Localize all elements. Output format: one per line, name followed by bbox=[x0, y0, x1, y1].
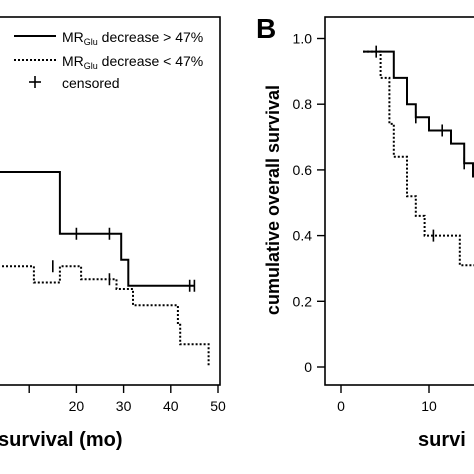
legend-entry-1: MRGlu decrease > 47% bbox=[62, 29, 203, 47]
panel-a-series bbox=[0, 171, 210, 367]
panel-a-x-tick-label-50: 50 bbox=[210, 398, 226, 414]
panel-b-label: B bbox=[256, 13, 276, 44]
panel-b-x-tick-label-10: 10 bbox=[421, 398, 437, 414]
panel-b-y-tick-label-4: 0.8 bbox=[293, 96, 313, 112]
panel-b-frame bbox=[324, 16, 474, 386]
panel-a-x-tick-label-20: 20 bbox=[69, 398, 85, 414]
panel-a-x-tick-label-40: 40 bbox=[163, 398, 179, 414]
panel-b-y-tick-label-3: 0.6 bbox=[293, 162, 313, 178]
panel-b-x-axis-label: survi bbox=[418, 429, 466, 451]
panel-a-x-tick-label-30: 30 bbox=[116, 398, 132, 414]
legend-entry-2: MRGlu decrease < 47% bbox=[62, 53, 203, 71]
legend: MRGlu decrease > 47% MRGlu decrease < 47… bbox=[14, 29, 203, 91]
panel-b-series-1-line bbox=[363, 50, 474, 178]
legend-entry-3: censored bbox=[62, 75, 120, 91]
panel-a-frame bbox=[0, 16, 221, 386]
panel-b-y-tick-label-2: 0.4 bbox=[293, 228, 313, 244]
panel-a-x-ticks: 20 30 40 50 bbox=[28, 385, 226, 414]
legend-censor-mark bbox=[29, 76, 41, 88]
panel-b-x-tick-label-0: 0 bbox=[337, 398, 345, 414]
panel-a-x-axis-label: survival (mo) bbox=[0, 429, 122, 451]
panel-b-y-tick-label-1: 0.2 bbox=[293, 293, 313, 309]
panel-b-series-2-line bbox=[363, 50, 474, 267]
panel-b-y-tick-label-0: 0 bbox=[304, 359, 312, 375]
panel-b-ticks: 00.20.40.60.81.001020 bbox=[293, 31, 437, 415]
panel-a-series-1-line bbox=[0, 171, 195, 287]
panel-b-series bbox=[363, 45, 474, 267]
panel-a-series-2-line bbox=[0, 265, 210, 367]
panel-b-y-tick-label-5: 1.0 bbox=[293, 31, 313, 47]
panel-b-y-axis-label: cumulative overall survival bbox=[263, 85, 283, 315]
